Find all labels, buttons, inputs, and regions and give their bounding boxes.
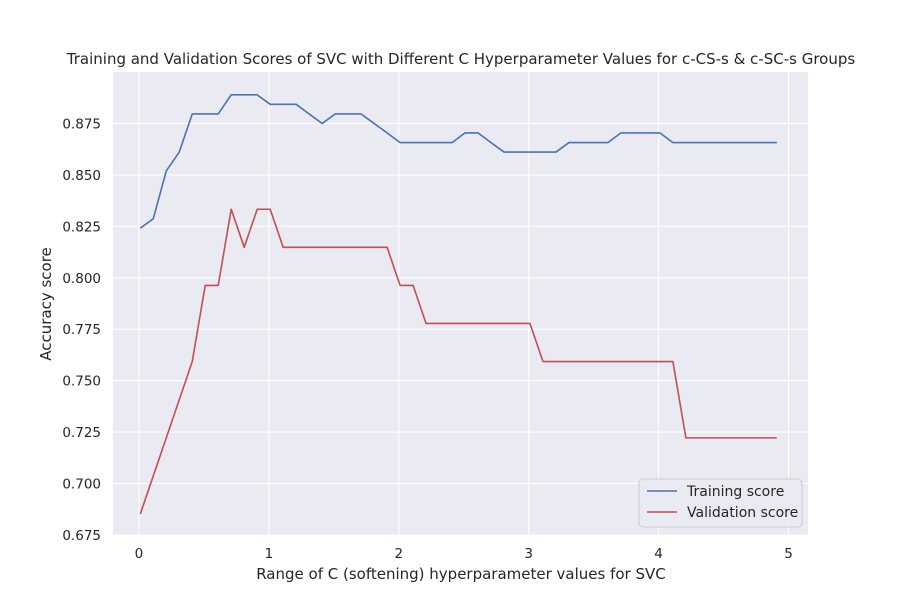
x-tick-labels: 0 1 2 3 4 5 — [135, 546, 793, 562]
series-lines — [139, 94, 777, 515]
legend-label-validation: Validation score — [687, 505, 798, 521]
legend: Training score Validation score — [638, 478, 803, 528]
y-tick-label: 0.700 — [62, 477, 101, 493]
y-tick-labels: 0.675 0.700 0.725 0.750 0.775 0.800 0.825 0.850… — [62, 116, 101, 544]
x-tick-label: 3 — [524, 546, 533, 562]
y-tick-label: 0.725 — [62, 425, 101, 441]
y-tick-label: 0.850 — [62, 168, 101, 184]
x-tick-label: 4 — [654, 546, 663, 562]
y-tick-label: 0.825 — [62, 219, 101, 235]
x-tick-label: 5 — [784, 546, 793, 562]
y-tick-label: 0.675 — [62, 528, 101, 544]
y-tick-label: 0.750 — [62, 374, 101, 390]
y-tick-label: 0.875 — [62, 116, 101, 132]
y-tick-label: 0.775 — [62, 322, 101, 338]
plot-area — [113, 72, 808, 535]
legend-box — [638, 478, 803, 528]
gridlines — [113, 72, 808, 536]
validation-score-line — [139, 208, 777, 515]
x-axis-label: Range of C (softening) hyperparameter va… — [256, 565, 666, 583]
x-tick-label: 1 — [265, 546, 274, 562]
training-score-line — [139, 94, 777, 229]
chart-title: Training and Validation Scores of SVC wi… — [66, 50, 856, 68]
y-tick-label: 0.800 — [62, 271, 101, 287]
x-tick-label: 2 — [394, 546, 403, 562]
y-axis-label: Accuracy score — [37, 247, 55, 361]
x-tick-label: 0 — [135, 546, 144, 562]
legend-label-training: Training score — [686, 484, 784, 500]
